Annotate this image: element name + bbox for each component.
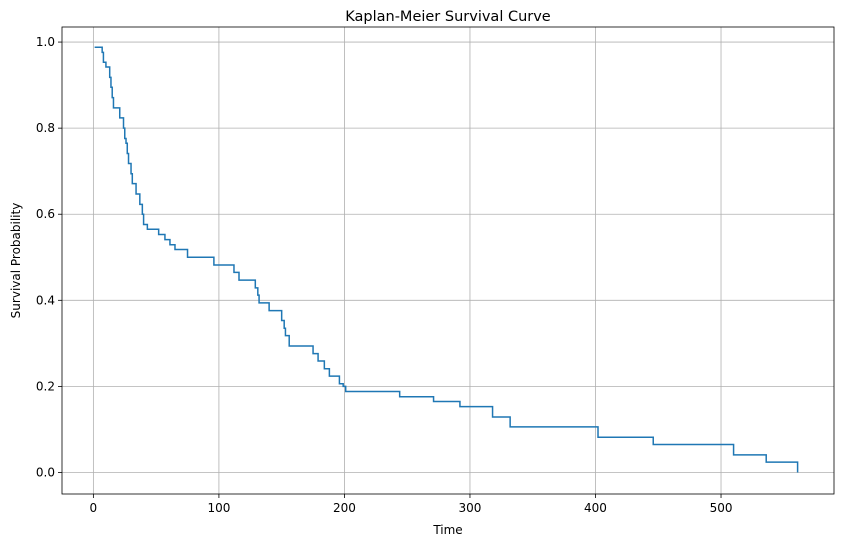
- y-tick-label: 0.2: [36, 379, 55, 393]
- y-tick-label: 0.6: [36, 207, 55, 221]
- x-tick-label: 400: [584, 501, 607, 515]
- chart-title: Kaplan-Meier Survival Curve: [345, 9, 551, 25]
- x-tick-label: 500: [710, 501, 733, 515]
- y-tick-label: 0.0: [36, 465, 55, 479]
- grid-lines: [62, 27, 834, 494]
- survival-step-line: [94, 46, 799, 473]
- plot-area: [62, 27, 834, 494]
- y-tick-label: 1.0: [36, 35, 55, 49]
- plot-frame: [61, 26, 835, 495]
- x-tick-label: 200: [333, 501, 356, 515]
- y-tick-label: 0.4: [36, 293, 55, 307]
- x-tick-label: 100: [207, 501, 230, 515]
- series-layer: [94, 46, 799, 473]
- x-tick-label: 0: [90, 501, 98, 515]
- x-axis-label: Time: [432, 523, 462, 537]
- y-tick-label: 0.8: [36, 121, 55, 135]
- axis-ticks: 0 100 200 300 400 500 0.0 0.2 0.4 0.6 0.8 1.0: [36, 35, 733, 515]
- x-tick-label: 300: [459, 501, 482, 515]
- y-axis-label: Survival Probability: [9, 203, 23, 319]
